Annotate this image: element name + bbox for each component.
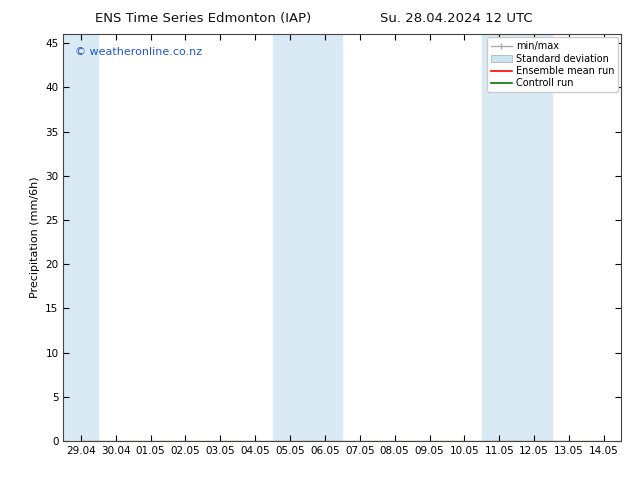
Text: Su. 28.04.2024 12 UTC: Su. 28.04.2024 12 UTC — [380, 12, 533, 25]
Legend: min/max, Standard deviation, Ensemble mean run, Controll run: min/max, Standard deviation, Ensemble me… — [487, 37, 618, 92]
Text: © weatheronline.co.nz: © weatheronline.co.nz — [75, 47, 202, 56]
Bar — [482, 34, 552, 441]
Bar — [63, 34, 98, 441]
Text: ENS Time Series Edmonton (IAP): ENS Time Series Edmonton (IAP) — [94, 12, 311, 25]
Y-axis label: Precipitation (mm/6h): Precipitation (mm/6h) — [30, 177, 40, 298]
Bar — [273, 34, 342, 441]
